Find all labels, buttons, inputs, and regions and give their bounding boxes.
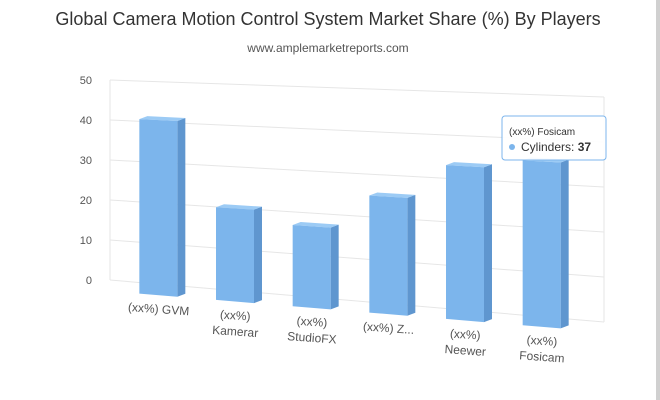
tooltip-value: 37 — [578, 140, 592, 154]
bar[interactable] — [522, 157, 569, 329]
gridline — [109, 159, 605, 188]
y-axis: 0 10 20 30 40 50 — [80, 75, 92, 287]
bar-side — [177, 117, 186, 297]
y-tick-label: 20 — [80, 195, 92, 207]
y-tick-label: 40 — [80, 115, 92, 127]
bar-front — [216, 207, 254, 304]
chart-title: Global Camera Motion Control System Mark… — [55, 9, 600, 29]
bar-top — [446, 162, 492, 168]
scrollbar-edge — [656, 0, 660, 400]
grid — [109, 79, 605, 323]
y-tick-label: 50 — [80, 75, 92, 87]
gridline — [109, 199, 605, 233]
bar-top — [139, 116, 186, 121]
tooltip-colon: : — [571, 140, 578, 154]
gridline — [109, 239, 605, 278]
bar-top — [216, 204, 262, 210]
tooltip-series-marker — [509, 144, 515, 150]
tooltip-box — [501, 115, 607, 161]
x-tick-label: Fosicam — [519, 348, 565, 365]
bar[interactable] — [446, 162, 492, 323]
tooltip-series-name: Cylinders — [521, 140, 571, 154]
bar-front — [139, 119, 178, 297]
x-tick-label: (xx%) Z... — [363, 319, 415, 337]
y-tick-label: 30 — [80, 155, 92, 167]
chart-subtitle: www.amplemarketreports.com — [246, 41, 408, 55]
bar-front — [369, 195, 408, 316]
bar[interactable] — [216, 204, 262, 304]
x-tick-label: Kamerar — [212, 323, 259, 340]
bar-side — [254, 206, 262, 304]
tooltip-series: Cylinders: 37 — [521, 140, 591, 154]
x-tick-label: StudioFX — [287, 329, 337, 346]
x-tick-label: (xx%) — [219, 307, 251, 323]
bar-side — [330, 224, 339, 310]
bar[interactable] — [292, 222, 339, 310]
bar-front — [292, 225, 331, 310]
tooltip-category: (xx%) Fosicam — [509, 127, 575, 138]
bar-side — [484, 164, 492, 323]
x-axis: (xx%) GVM (xx%)Kamerar(xx%)StudioFX(xx%) … — [128, 300, 566, 365]
bar[interactable] — [369, 192, 416, 316]
x-tick-label: (xx%) — [296, 314, 328, 330]
x-tick-label: (xx%) — [526, 333, 558, 349]
bar-top — [369, 192, 416, 198]
y-tick-label: 0 — [86, 275, 92, 287]
tooltip: (xx%) Fosicam Cylinders: 37 — [501, 115, 607, 161]
bar-side — [560, 159, 569, 329]
x-tick-label: (xx%) GVM — [128, 300, 190, 318]
x-tick-label: Neewer — [444, 342, 486, 359]
y-tick-label: 10 — [80, 235, 92, 247]
bar-top — [292, 222, 339, 228]
bars — [139, 116, 569, 329]
bar[interactable] — [139, 116, 186, 297]
x-tick-label: (xx%) — [449, 326, 481, 342]
gridline — [109, 279, 605, 323]
bar-front — [446, 165, 484, 323]
bar-front — [522, 160, 561, 329]
bar-side — [407, 194, 416, 316]
gridline — [109, 79, 605, 98]
